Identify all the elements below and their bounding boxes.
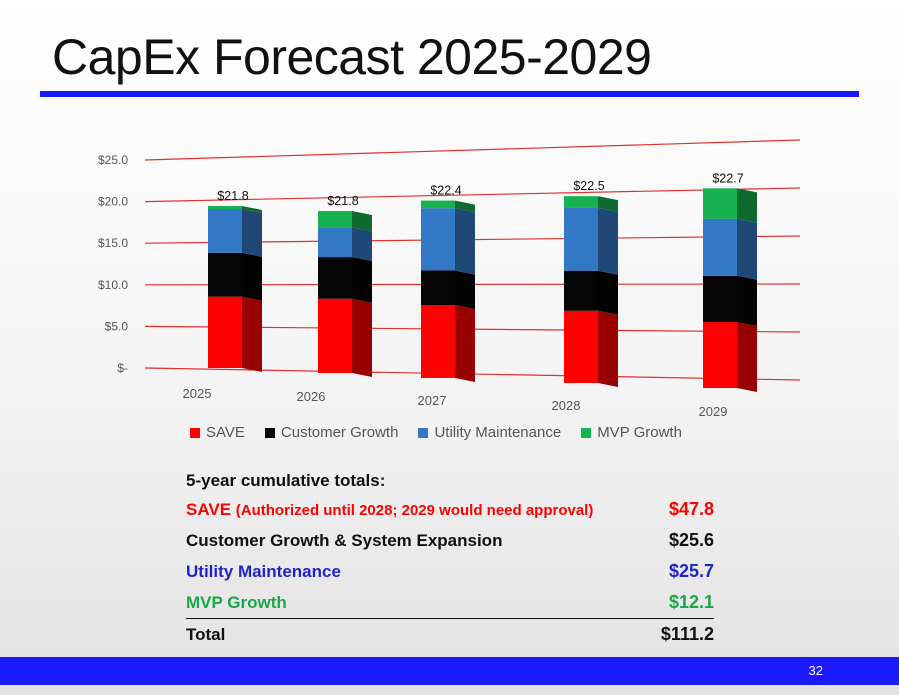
bar-side-customer-growth-2027 — [455, 270, 475, 310]
y-tick-label-2: $10.0 — [98, 278, 128, 292]
bar-side-mvp-growth-2026 — [352, 211, 372, 232]
gridline-4 — [144, 187, 801, 203]
totals-value-utility-maintenance: $25.7 — [668, 561, 714, 581]
legend-label-mvp-growth: MVP Growth — [597, 424, 682, 441]
bar-side-mvp-growth-2027 — [455, 200, 475, 213]
bar-side-save-2025 — [242, 296, 262, 372]
bar-side-utility-maintenance-2027 — [455, 208, 475, 275]
totals-row-save: SAVE (Authorized until 2028; 2029 would … — [186, 494, 714, 525]
totals-value-total: $111.2 — [660, 624, 714, 644]
bar-utility-maintenance-2027 — [421, 208, 455, 271]
bar-save-2029 — [703, 322, 737, 388]
legend-swatch-save — [190, 427, 200, 438]
x-tick-label-2025: 2025 — [183, 386, 212, 401]
bar-save-2025 — [208, 296, 242, 368]
bar-side-mvp-growth-2029 — [737, 188, 757, 223]
bar-side-utility-maintenance-2026 — [352, 227, 372, 262]
legend-swatch-customer-growth — [264, 427, 275, 438]
legend-label-save: SAVE — [206, 424, 245, 441]
legend-item-mvp-growth: MVP Growth — [581, 424, 682, 441]
slide-title: CapEx Forecast 2025-2029 — [52, 29, 652, 85]
bar-side-mvp-growth-2028 — [598, 196, 618, 212]
bar-side-save-2028 — [598, 310, 618, 387]
bar-mvp-growth-2029 — [703, 188, 737, 219]
bar-customer-growth-2025 — [208, 252, 242, 297]
bar-save-2026 — [318, 298, 352, 373]
legend-item-utility-maintenance: Utility Maintenance — [418, 424, 561, 441]
totals-label-save: SAVE (Authorized until 2028; 2029 would … — [186, 500, 593, 520]
bar-customer-growth-2028 — [564, 270, 598, 311]
totals-row-utility-maintenance: Utility Maintenance $25.7 — [186, 556, 714, 587]
legend-label-utility-maintenance: Utility Maintenance — [434, 424, 562, 441]
bar-side-utility-maintenance-2028 — [598, 207, 618, 275]
bar-side-save-2027 — [455, 305, 475, 382]
bar-utility-maintenance-2028 — [564, 207, 598, 271]
bar-side-utility-maintenance-2025 — [242, 208, 262, 257]
bar-customer-growth-2029 — [703, 275, 737, 322]
y-tick-label-3: $15.0 — [98, 236, 128, 250]
save-note: (Authorized until 2028; 2029 would need … — [235, 501, 594, 519]
x-tick-label-2026: 2026 — [297, 389, 326, 404]
legend-swatch-mvp-growth — [581, 427, 592, 438]
totals-value-mvp-growth: $12.1 — [668, 592, 714, 612]
bar-side-customer-growth-2029 — [737, 275, 757, 326]
totals-label-utility-maintenance: Utility Maintenance — [186, 561, 341, 581]
totals-label-mvp-growth: MVP Growth — [186, 592, 287, 612]
page-number: 32 — [808, 663, 823, 678]
bar-side-customer-growth-2025 — [242, 252, 262, 301]
bar-side-customer-growth-2026 — [352, 257, 372, 303]
bar-customer-growth-2027 — [421, 270, 455, 306]
bar-side-customer-growth-2028 — [598, 270, 618, 315]
total-label-2029: $22.7 — [712, 171, 743, 185]
y-tick-label-1: $5.0 — [105, 319, 129, 333]
totals-row-mvp-growth: MVP Growth $12.1 — [186, 587, 714, 618]
bar-customer-growth-2026 — [318, 257, 352, 299]
bar-mvp-growth-2027 — [421, 200, 455, 209]
footer-bar: 32 — [0, 657, 899, 685]
bar-side-mvp-growth-2025 — [242, 206, 262, 213]
bar-mvp-growth-2026 — [318, 211, 352, 228]
bar-utility-maintenance-2026 — [318, 227, 352, 258]
bar-side-save-2029 — [737, 322, 757, 392]
title-underline — [40, 91, 859, 97]
total-label-2028: $22.5 — [573, 179, 604, 193]
x-tick-label-2029: 2029 — [699, 404, 728, 419]
totals-row-total: Total $111.2 — [186, 618, 714, 650]
chart-legend: SAVE Customer Growth Utility Maintenance… — [190, 424, 682, 441]
bar-mvp-growth-2025 — [208, 206, 242, 209]
save-label: SAVE — [186, 499, 232, 519]
totals-label-total: Total — [186, 624, 226, 644]
gridline-5 — [144, 139, 801, 161]
bar-save-2028 — [564, 310, 598, 383]
total-label-2026: $21.8 — [327, 194, 358, 208]
y-tick-label-5: $25.0 — [98, 153, 128, 167]
totals-label-customer-growth: Customer Growth & System Expansion — [186, 530, 503, 550]
legend-label-customer-growth: Customer Growth — [280, 424, 399, 441]
bar-side-save-2026 — [352, 298, 372, 377]
legend-swatch-utility-maintenance — [418, 427, 429, 438]
totals-row-customer-growth: Customer Growth & System Expansion $25.6 — [186, 525, 714, 556]
legend-item-save: SAVE — [190, 424, 245, 441]
x-tick-label-2028: 2028 — [552, 398, 581, 413]
bar-mvp-growth-2028 — [564, 196, 598, 208]
capex-stacked-bar-chart: $- $5.0 $10.0 $15.0 $20.0 $25.0 $21.8 $21.8 $22… — [98, 139, 801, 419]
bar-utility-maintenance-2029 — [703, 218, 737, 276]
x-tick-label-2027: 2027 — [418, 393, 447, 408]
bar-side-utility-maintenance-2029 — [737, 218, 757, 280]
totals-value-customer-growth: $25.6 — [668, 530, 714, 550]
legend-item-customer-growth: Customer Growth — [264, 424, 399, 441]
total-label-2025: $21.8 — [217, 189, 248, 203]
totals-heading: 5-year cumulative totals: — [186, 471, 386, 490]
totals-value-save: $47.8 — [668, 499, 714, 519]
y-tick-label-4: $20.0 — [98, 195, 128, 209]
y-tick-label-0: $- — [117, 361, 128, 375]
cumulative-totals-table: 5-year cumulative totals: SAVE (Authoriz… — [186, 468, 714, 650]
bar-utility-maintenance-2025 — [208, 208, 242, 253]
bar-save-2027 — [421, 305, 455, 378]
total-label-2027: $22.4 — [430, 184, 461, 198]
